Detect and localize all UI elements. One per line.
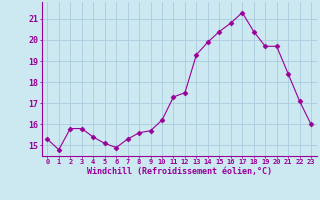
X-axis label: Windchill (Refroidissement éolien,°C): Windchill (Refroidissement éolien,°C) (87, 167, 272, 176)
